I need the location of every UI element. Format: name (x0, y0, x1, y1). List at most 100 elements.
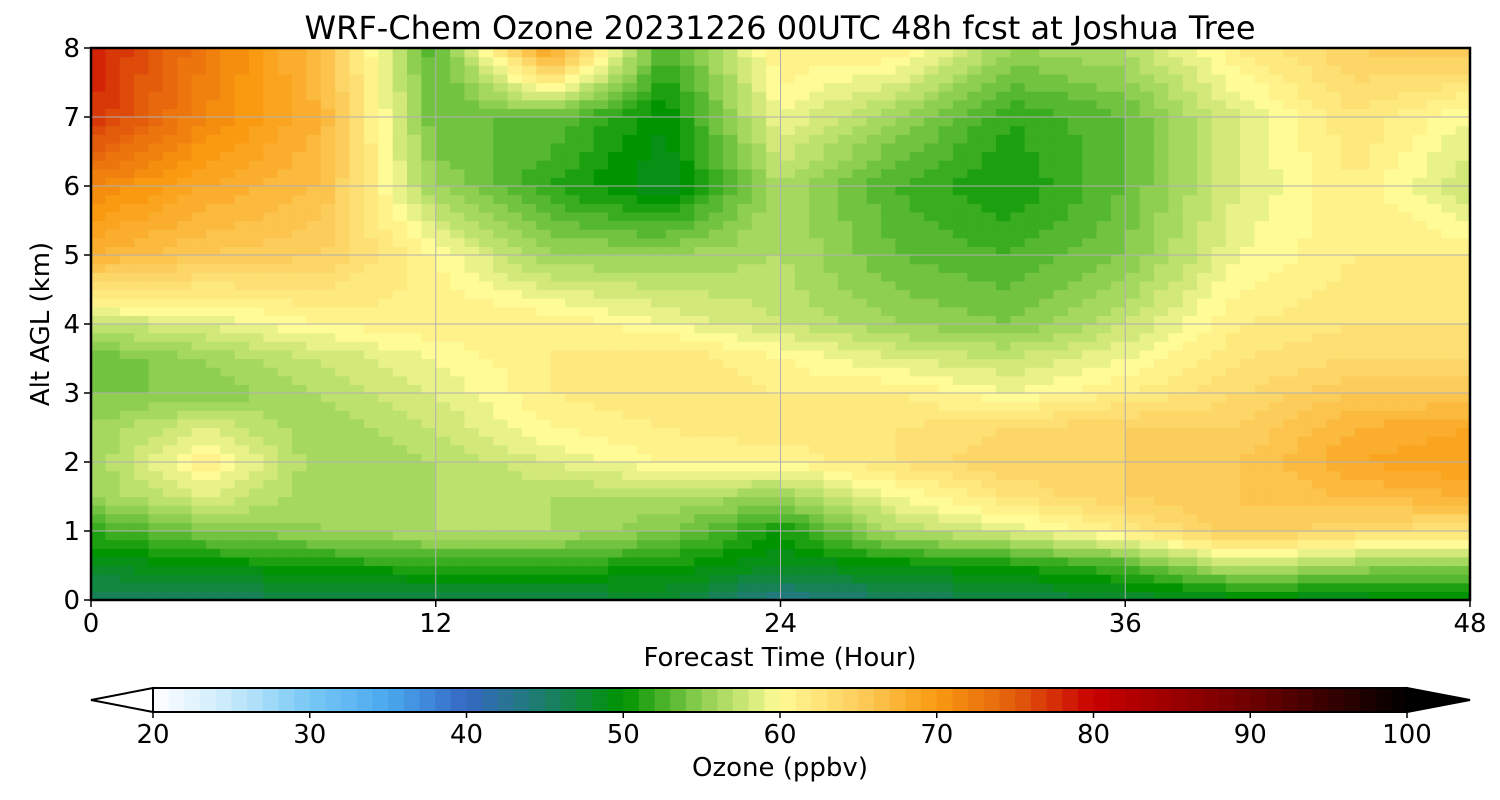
heatmap-cell (636, 211, 652, 222)
heatmap-cell (679, 556, 695, 567)
heatmap-cell (924, 496, 940, 506)
heatmap-cell (421, 548, 437, 558)
heatmap-cell (723, 306, 738, 316)
heatmap-cell (1168, 427, 1184, 437)
heatmap-cell (1024, 332, 1040, 342)
heatmap-cell (909, 177, 925, 187)
heatmap-cell (981, 324, 997, 334)
heatmap-cell (852, 255, 868, 265)
heatmap-cell (363, 556, 379, 567)
heatmap-cell (852, 462, 868, 472)
heatmap-cell (363, 384, 379, 394)
heatmap-cell (651, 565, 667, 575)
heatmap-cell (1067, 505, 1083, 515)
heatmap-cell (1412, 194, 1428, 204)
heatmap-cell (665, 229, 681, 239)
heatmap-cell (1139, 177, 1155, 187)
heatmap-cell (205, 384, 221, 394)
heatmap-cell (464, 194, 480, 204)
heatmap-cell (1168, 436, 1184, 446)
heatmap-cell (866, 574, 882, 584)
heatmap-cell (1254, 263, 1270, 273)
heatmap-cell (866, 349, 882, 360)
heatmap-cell (1441, 556, 1457, 567)
heatmap-cell (320, 427, 336, 437)
heatmap-cell (407, 358, 422, 368)
heatmap-cell (119, 315, 135, 325)
heatmap-cell (1225, 306, 1241, 316)
heatmap-cell (938, 531, 954, 541)
heatmap-cell (579, 280, 595, 291)
heatmap-cell (177, 349, 193, 360)
heatmap-cell (636, 280, 652, 291)
heatmap-cell (306, 211, 322, 222)
heatmap-cell (119, 556, 135, 567)
heatmap-cell (249, 246, 264, 256)
heatmap-cell (162, 341, 178, 351)
heatmap-cell (895, 574, 911, 584)
heatmap-cell (464, 237, 480, 247)
heatmap-cell (565, 531, 580, 541)
heatmap-cell (1326, 531, 1342, 541)
heatmap-cell (1254, 306, 1270, 316)
heatmap-cell (320, 168, 336, 178)
heatmap-cell (766, 298, 782, 308)
heatmap-cell (1110, 375, 1126, 385)
heatmap-cell (608, 367, 624, 377)
heatmap-cell (1254, 487, 1270, 498)
heatmap-cell (708, 358, 724, 368)
heatmap-cell (1153, 444, 1169, 454)
heatmap-cell (909, 565, 925, 575)
heatmap-cell (837, 211, 853, 222)
heatmap-cell (967, 255, 983, 265)
heatmap-cell (895, 272, 911, 282)
heatmap-cell (1340, 324, 1356, 334)
heatmap-cell (1441, 203, 1457, 213)
heatmap-cell (205, 255, 221, 265)
heatmap-cell (924, 410, 940, 420)
heatmap-cell (421, 393, 437, 403)
heatmap-cell (1168, 539, 1184, 549)
heatmap-cell (794, 306, 810, 316)
heatmap-cell (780, 513, 796, 523)
heatmap-cell (952, 496, 968, 506)
heatmap-cell (263, 384, 279, 394)
heatmap-cell (234, 246, 250, 256)
heatmap-cell (1398, 582, 1414, 592)
heatmap-cell (1225, 349, 1241, 360)
heatmap-cell (1153, 375, 1169, 385)
heatmap-cell (407, 255, 422, 265)
heatmap-cell (1297, 324, 1313, 334)
heatmap-cell (1340, 444, 1356, 454)
heatmap-cell (1441, 375, 1457, 385)
heatmap-cell (1297, 496, 1313, 506)
heatmap-cell (1426, 332, 1442, 342)
heatmap-cell (852, 539, 868, 549)
heatmap-cell (981, 246, 997, 256)
heatmap-cell (924, 306, 940, 316)
heatmap-cell (895, 220, 911, 230)
heatmap-cell (148, 332, 164, 342)
heatmap-cell (1125, 349, 1141, 360)
heatmap-cell (306, 349, 322, 360)
heatmap-cell (1240, 160, 1256, 170)
heatmap-cell (1110, 522, 1126, 532)
heatmap-cell (1311, 237, 1327, 247)
heatmap-cell (1139, 513, 1155, 523)
heatmap-cell (1168, 358, 1184, 368)
heatmap-cell (579, 229, 595, 239)
heatmap-cell (679, 401, 695, 411)
heatmap-cell (320, 462, 336, 472)
heatmap-cell (981, 280, 997, 291)
heatmap-cell (737, 539, 753, 549)
heatmap-cell (493, 367, 509, 377)
heatmap-cell (737, 220, 753, 230)
heatmap-cell (91, 151, 106, 161)
heatmap-cell (737, 418, 753, 429)
heatmap-cell (249, 436, 264, 446)
heatmap-cell (1010, 306, 1026, 316)
heatmap-cell (708, 591, 724, 601)
heatmap-cell (363, 582, 379, 592)
heatmap-cell (679, 341, 695, 351)
heatmap-cell (1211, 427, 1227, 437)
